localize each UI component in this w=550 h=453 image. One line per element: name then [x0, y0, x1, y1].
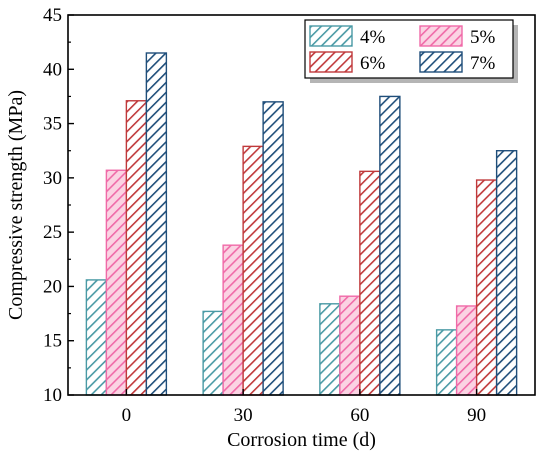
- bar-5pct-30: [222, 244, 244, 396]
- legend-label: 7%: [470, 53, 496, 74]
- bar-6pct-30: [242, 145, 264, 396]
- legend-label: 5%: [470, 27, 496, 48]
- bar-5pct-0: [105, 169, 128, 396]
- legend-label: 4%: [360, 27, 386, 48]
- legend-swatch: [419, 51, 463, 73]
- y-tick-label: 15: [43, 331, 62, 352]
- bar-5pct-60: [339, 295, 361, 396]
- bar-4pct-60: [319, 303, 341, 396]
- x-axis-label: Corrosion time (d): [227, 429, 376, 451]
- bar-5pct-90: [455, 305, 478, 396]
- y-tick-label: 20: [43, 276, 62, 297]
- bar-6pct-90: [475, 179, 498, 396]
- bar-6pct-0: [125, 100, 148, 396]
- x-axis: 0 30 60 90: [122, 389, 486, 426]
- y-tick-label: 45: [43, 5, 62, 26]
- y-tick-label: 30: [43, 168, 62, 189]
- y-tick-label: 40: [43, 59, 62, 80]
- legend-swatch: [309, 25, 353, 47]
- bars-layer: [85, 52, 518, 396]
- legend-swatch: [309, 51, 353, 73]
- y-tick-label: 10: [43, 385, 62, 406]
- y-tick-label: 35: [43, 114, 62, 135]
- y-tick-label: 25: [43, 222, 62, 243]
- legend: 4% 5% 6% 7%: [304, 19, 518, 83]
- bar-4pct-90: [435, 329, 458, 396]
- legend-swatch: [419, 25, 463, 47]
- bar-7pct-0: [145, 52, 168, 396]
- bar-7pct-30: [262, 101, 284, 396]
- bar-4pct-30: [202, 310, 224, 396]
- y-axis: 10 15 20 25 30 35 40 45: [43, 5, 74, 406]
- y-axis-label: Compressive strength (MPa): [5, 90, 27, 320]
- bar-7pct-60: [379, 95, 401, 396]
- bar-4pct-0: [85, 279, 108, 396]
- x-tick-label: 60: [350, 405, 369, 426]
- bar-7pct-90: [495, 150, 518, 396]
- x-tick-label: 30: [234, 405, 253, 426]
- legend-label: 6%: [360, 53, 386, 74]
- x-tick-label: 90: [467, 405, 486, 426]
- bar-6pct-60: [359, 170, 381, 396]
- x-tick-label: 0: [122, 405, 132, 426]
